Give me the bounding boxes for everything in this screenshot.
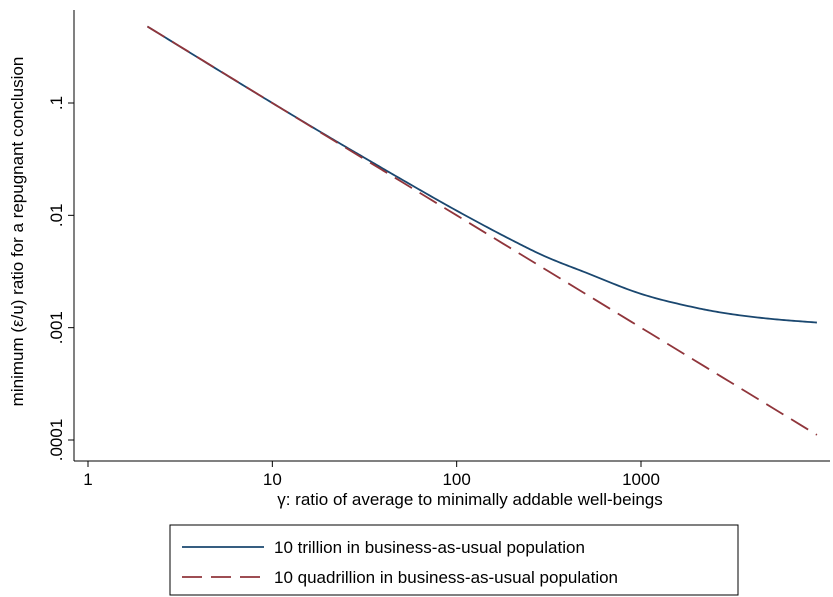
x-ticks: 1 10 100 1000 <box>83 461 660 489</box>
legend-box <box>169 524 739 596</box>
axes <box>73 10 830 462</box>
legend-label-1: 10 trillion in business-as-usual populat… <box>274 538 585 557</box>
y-tick-label: .0001 <box>47 419 66 462</box>
y-ticks: .1 .01 .001 .0001 <box>47 96 74 461</box>
x-axis-title: γ: ratio of average to minimally addable… <box>277 490 663 509</box>
series-line-1 <box>146 25 817 324</box>
x-tick-label: 10 <box>263 470 282 489</box>
legend-label-2: 10 quadrillion in business-as-usual popu… <box>274 568 618 587</box>
y-tick-label: .01 <box>47 204 66 228</box>
x-tick-label: 1000 <box>622 470 660 489</box>
x-tick-label: 100 <box>442 470 470 489</box>
series-lines <box>146 25 818 436</box>
y-tick-label: .001 <box>47 311 66 344</box>
x-tick-label: 1 <box>83 470 92 489</box>
legend: 10 trillion in business-as-usual populat… <box>169 524 739 596</box>
series-line-2 <box>146 25 818 436</box>
y-tick-label: .1 <box>47 96 66 110</box>
y-axis-title: minimum (ε/u) ratio for a repugnant conc… <box>8 57 27 407</box>
